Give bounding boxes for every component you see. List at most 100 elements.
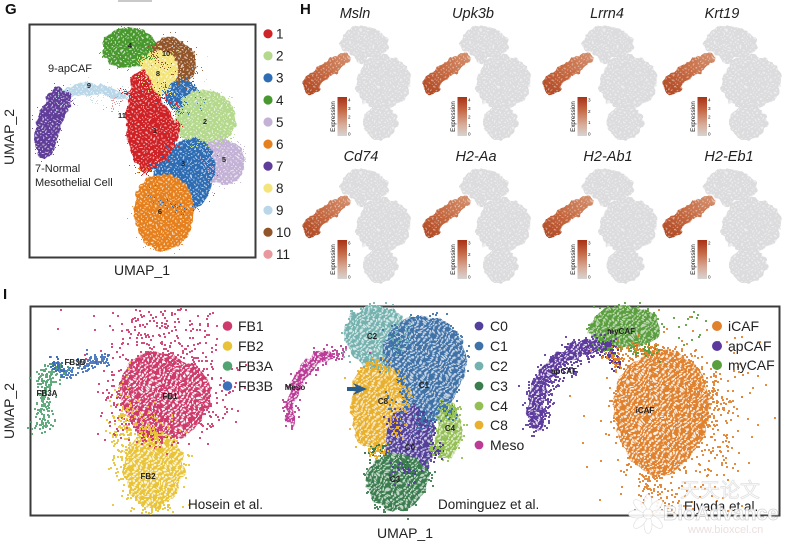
svg-text:C1: C1	[419, 381, 430, 390]
svg-text:UMAP_2: UMAP_2	[1, 383, 17, 439]
svg-text:FB1: FB1	[238, 318, 264, 334]
svg-text:FB2: FB2	[238, 338, 264, 354]
svg-text:10: 10	[276, 225, 291, 240]
svg-text:2: 2	[468, 252, 471, 257]
svg-text:3: 3	[708, 106, 711, 111]
svg-text:10: 10	[162, 49, 170, 58]
svg-text:apCAF: apCAF	[728, 338, 772, 354]
svg-text:天天论文: 天天论文	[680, 479, 760, 502]
svg-text:3: 3	[348, 106, 351, 111]
svg-text:Upk3b: Upk3b	[452, 6, 494, 22]
svg-text:0: 0	[588, 275, 591, 280]
svg-text:G: G	[5, 1, 17, 18]
svg-text:3: 3	[468, 106, 471, 111]
svg-text:Expression: Expression	[450, 244, 457, 275]
svg-text:5: 5	[222, 155, 226, 164]
svg-text:FB2: FB2	[140, 472, 156, 481]
svg-text:3: 3	[588, 241, 591, 246]
svg-text:9: 9	[87, 81, 91, 90]
svg-text:C3: C3	[490, 378, 508, 394]
svg-text:Expression: Expression	[570, 244, 577, 275]
svg-text:myCAF: myCAF	[728, 357, 775, 373]
svg-text:4: 4	[348, 252, 351, 257]
svg-text:3: 3	[588, 98, 591, 103]
svg-text:Elyada et al.: Elyada et al.	[684, 499, 758, 514]
svg-text:1: 1	[588, 120, 591, 125]
svg-text:0: 0	[588, 132, 591, 137]
svg-text:Expression: Expression	[690, 244, 697, 275]
svg-text:4: 4	[128, 41, 133, 50]
svg-text:11: 11	[118, 111, 126, 120]
svg-text:apCAF: apCAF	[551, 367, 577, 376]
svg-text:2: 2	[588, 252, 591, 257]
svg-text:7: 7	[276, 159, 284, 174]
svg-text:FB3A: FB3A	[37, 389, 58, 398]
svg-text:2: 2	[588, 109, 591, 114]
svg-text:C0: C0	[490, 318, 508, 334]
svg-text:11: 11	[276, 247, 290, 262]
svg-text:2: 2	[348, 263, 351, 268]
svg-text:7-Normal: 7-Normal	[35, 163, 80, 175]
svg-text:myCAF: myCAF	[607, 327, 635, 336]
svg-text:FB3A: FB3A	[238, 358, 274, 374]
svg-text:C2: C2	[490, 358, 508, 374]
svg-text:1: 1	[588, 263, 591, 268]
svg-text:Hosein et al.: Hosein et al.	[188, 497, 263, 512]
svg-text:UMAP_1: UMAP_1	[114, 262, 170, 278]
svg-text:6: 6	[276, 137, 284, 152]
svg-text:2: 2	[203, 117, 207, 126]
svg-text:H2-Ab1: H2-Ab1	[583, 149, 632, 165]
svg-text:iCAF: iCAF	[636, 406, 655, 415]
svg-text:0: 0	[708, 132, 711, 137]
svg-text:UMAP_1: UMAP_1	[377, 525, 433, 541]
svg-text:9: 9	[276, 203, 284, 218]
svg-text:2: 2	[708, 115, 711, 120]
svg-text:1: 1	[276, 27, 284, 42]
svg-text:0: 0	[468, 275, 471, 280]
svg-text:2: 2	[348, 115, 351, 120]
svg-text:0: 0	[468, 132, 471, 137]
svg-text:8: 8	[156, 69, 160, 78]
svg-text:2: 2	[276, 49, 284, 64]
svg-text:6: 6	[348, 241, 351, 246]
svg-text:H2-Eb1: H2-Eb1	[704, 149, 753, 165]
svg-text:Expression: Expression	[330, 101, 337, 132]
svg-text:UMAP_2: UMAP_2	[1, 109, 17, 165]
svg-text:8: 8	[276, 181, 284, 196]
svg-text:3: 3	[276, 71, 284, 86]
svg-text:iCAF: iCAF	[728, 318, 759, 334]
svg-text:www.bioxcel.cn: www.bioxcel.cn	[687, 524, 763, 536]
svg-text:1: 1	[708, 258, 711, 263]
svg-text:Msln: Msln	[340, 6, 371, 22]
svg-text:2: 2	[468, 115, 471, 120]
svg-text:H: H	[300, 1, 311, 18]
svg-text:4: 4	[708, 98, 711, 103]
svg-text:C8: C8	[490, 417, 508, 433]
svg-text:1: 1	[348, 123, 351, 128]
svg-text:9-apCAF: 9-apCAF	[48, 63, 92, 75]
svg-text:1: 1	[468, 263, 471, 268]
svg-text:1: 1	[153, 126, 157, 135]
svg-text:4: 4	[348, 98, 351, 103]
svg-text:C4: C4	[490, 398, 508, 414]
svg-text:Expression: Expression	[570, 101, 577, 132]
svg-text:1: 1	[708, 123, 711, 128]
svg-text:Lrrn4: Lrrn4	[590, 6, 624, 22]
svg-text:H2-Aa: H2-Aa	[455, 149, 496, 165]
svg-text:Expression: Expression	[330, 244, 337, 275]
svg-text:1: 1	[468, 123, 471, 128]
svg-text:C0: C0	[405, 443, 416, 452]
svg-text:BioAdvance: BioAdvance	[663, 503, 779, 525]
svg-text:5: 5	[276, 115, 284, 130]
svg-text:Expression: Expression	[450, 101, 457, 132]
svg-text:4: 4	[276, 93, 284, 108]
svg-text:0: 0	[708, 275, 711, 280]
svg-text:4: 4	[468, 98, 471, 103]
svg-text:I: I	[3, 286, 7, 303]
svg-text:3: 3	[181, 159, 185, 168]
svg-text:C8: C8	[378, 397, 389, 406]
svg-text:C3: C3	[390, 475, 401, 484]
svg-text:Expression: Expression	[690, 101, 697, 132]
svg-text:Mesothelial Cell: Mesothelial Cell	[35, 177, 113, 189]
svg-text:2: 2	[708, 241, 711, 246]
